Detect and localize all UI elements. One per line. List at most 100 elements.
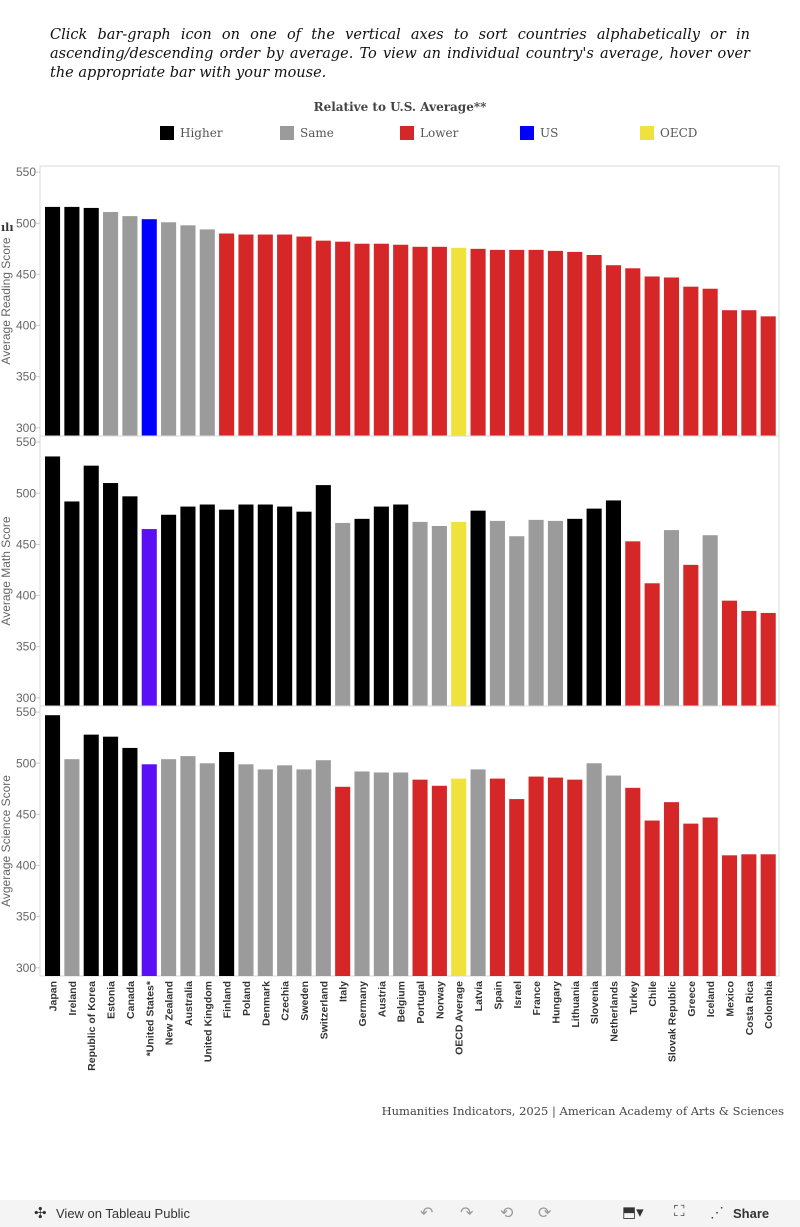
- undo-icon[interactable]: ↶: [420, 1205, 434, 1222]
- bar-chile[interactable]: [644, 276, 660, 436]
- bar--united-states-[interactable]: [141, 219, 157, 436]
- bar-slovenia[interactable]: [586, 254, 602, 436]
- bar-czechia[interactable]: [277, 765, 293, 976]
- bar-poland[interactable]: [238, 234, 254, 436]
- bar-italy[interactable]: [335, 241, 351, 436]
- bar-new-zealand[interactable]: [161, 514, 177, 706]
- bar-netherlands[interactable]: [605, 775, 622, 976]
- legend-item-higher[interactable]: Higher: [160, 126, 223, 140]
- bar-denmark[interactable]: [257, 504, 273, 706]
- bar-hungary[interactable]: [547, 520, 563, 706]
- bar-turkey[interactable]: [625, 787, 641, 976]
- bar-canada[interactable]: [122, 496, 138, 706]
- bar-united-kingdom[interactable]: [199, 504, 215, 706]
- legend-item-lower[interactable]: Lower: [400, 126, 458, 140]
- bar-czechia[interactable]: [277, 234, 293, 436]
- bar-chile[interactable]: [644, 583, 660, 706]
- bar-latvia[interactable]: [470, 510, 486, 706]
- bar-italy[interactable]: [335, 522, 351, 706]
- bar-israel[interactable]: [509, 799, 525, 976]
- bar-greece[interactable]: [683, 564, 699, 706]
- bar-slovak-republic[interactable]: [663, 530, 680, 706]
- bar-oecd-average[interactable]: [451, 521, 467, 706]
- bar-switzerland[interactable]: [315, 240, 331, 436]
- bar-mexico[interactable]: [721, 310, 738, 436]
- bar-lithuania[interactable]: [567, 779, 583, 976]
- bar-united-kingdom[interactable]: [199, 763, 215, 976]
- bar-ireland[interactable]: [64, 206, 80, 436]
- bar-spain[interactable]: [489, 778, 505, 976]
- bar-denmark[interactable]: [257, 234, 273, 436]
- bar-austria[interactable]: [373, 772, 389, 976]
- bar-portugal[interactable]: [412, 779, 428, 976]
- bar-france[interactable]: [528, 519, 544, 706]
- bar-greece[interactable]: [683, 823, 699, 976]
- bar-poland[interactable]: [238, 764, 254, 976]
- bar-united-kingdom[interactable]: [199, 229, 215, 436]
- bar-colombia[interactable]: [760, 612, 776, 706]
- bar-belgium[interactable]: [393, 244, 409, 436]
- bar-austria[interactable]: [373, 243, 389, 436]
- bar-spain[interactable]: [489, 249, 505, 436]
- bar-israel[interactable]: [509, 536, 525, 706]
- bar-czechia[interactable]: [277, 506, 293, 706]
- bar-colombia[interactable]: [760, 316, 776, 436]
- bar-denmark[interactable]: [257, 769, 273, 976]
- bar-slovak-republic[interactable]: [663, 802, 680, 976]
- bar-netherlands[interactable]: [605, 265, 622, 436]
- bar-new-zealand[interactable]: [161, 222, 177, 436]
- bar-finland[interactable]: [219, 752, 235, 976]
- bar-republic-of-korea[interactable]: [83, 734, 99, 976]
- bar--united-states-[interactable]: [141, 529, 157, 706]
- bar-portugal[interactable]: [412, 521, 428, 706]
- bar-iceland[interactable]: [702, 817, 718, 976]
- bar-austria[interactable]: [373, 506, 389, 706]
- legend-item-same[interactable]: Same: [280, 126, 334, 140]
- bar-greece[interactable]: [683, 286, 699, 436]
- download-icon[interactable]: ⬒▾: [622, 1204, 644, 1221]
- bar-turkey[interactable]: [625, 541, 641, 706]
- bar--united-states-[interactable]: [141, 764, 157, 976]
- bar-slovak-republic[interactable]: [663, 277, 680, 436]
- bar-norway[interactable]: [431, 246, 447, 436]
- bar-hungary[interactable]: [547, 777, 563, 976]
- fullscreen-icon[interactable]: ⛶: [674, 1203, 685, 1220]
- bar-norway[interactable]: [431, 526, 447, 706]
- legend-item-us[interactable]: US: [520, 126, 558, 140]
- bar-finland[interactable]: [219, 233, 235, 437]
- bar-latvia[interactable]: [470, 248, 486, 436]
- bar-costa-rica[interactable]: [741, 610, 757, 706]
- bar-australia[interactable]: [180, 506, 196, 706]
- bar-switzerland[interactable]: [315, 485, 331, 706]
- bar-portugal[interactable]: [412, 246, 428, 436]
- bar-japan[interactable]: [45, 456, 61, 706]
- bar-poland[interactable]: [238, 504, 254, 706]
- bar-canada[interactable]: [122, 216, 138, 436]
- bar-norway[interactable]: [431, 785, 447, 976]
- bar-estonia[interactable]: [103, 736, 119, 976]
- bar-latvia[interactable]: [470, 769, 486, 976]
- bar-netherlands[interactable]: [605, 500, 622, 706]
- bar-costa-rica[interactable]: [741, 310, 757, 436]
- bar-mexico[interactable]: [721, 600, 738, 706]
- bar-switzerland[interactable]: [315, 760, 331, 976]
- bar-slovenia[interactable]: [586, 508, 602, 706]
- bar-ireland[interactable]: [64, 501, 80, 706]
- bar-hungary[interactable]: [547, 250, 563, 436]
- revert-icon[interactable]: ⟲: [500, 1205, 514, 1222]
- bar-spain[interactable]: [489, 520, 505, 706]
- bar-sweden[interactable]: [296, 769, 312, 976]
- bar-new-zealand[interactable]: [161, 759, 177, 976]
- bar-iceland[interactable]: [702, 535, 718, 706]
- bar-israel[interactable]: [509, 249, 525, 436]
- bar-germany[interactable]: [354, 243, 370, 436]
- bar-oecd-average[interactable]: [451, 778, 467, 976]
- bar-sweden[interactable]: [296, 511, 312, 706]
- bar-lithuania[interactable]: [567, 251, 583, 436]
- bar-republic-of-korea[interactable]: [83, 465, 99, 706]
- bar-lithuania[interactable]: [567, 518, 583, 706]
- bar-estonia[interactable]: [103, 212, 119, 436]
- bar-italy[interactable]: [335, 786, 351, 976]
- bar-chile[interactable]: [644, 820, 660, 976]
- bar-iceland[interactable]: [702, 288, 718, 436]
